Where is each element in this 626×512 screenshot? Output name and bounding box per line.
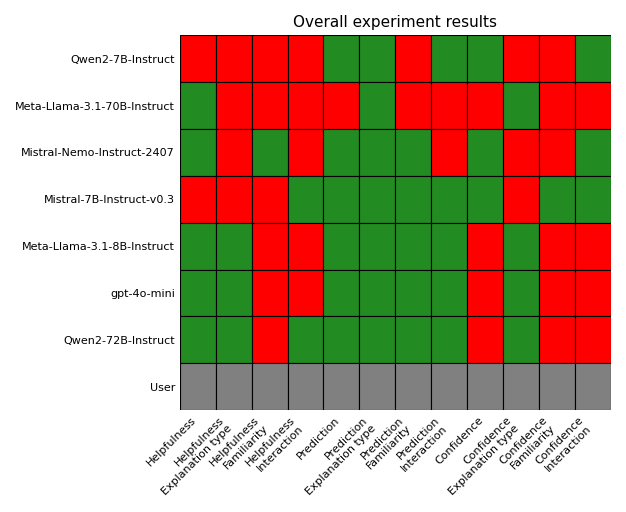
FancyBboxPatch shape — [431, 82, 467, 129]
FancyBboxPatch shape — [575, 364, 611, 410]
FancyBboxPatch shape — [216, 316, 252, 364]
FancyBboxPatch shape — [539, 82, 575, 129]
FancyBboxPatch shape — [396, 176, 431, 223]
FancyBboxPatch shape — [324, 223, 359, 270]
FancyBboxPatch shape — [467, 82, 503, 129]
FancyBboxPatch shape — [287, 223, 324, 270]
FancyBboxPatch shape — [431, 176, 467, 223]
FancyBboxPatch shape — [503, 270, 539, 316]
FancyBboxPatch shape — [287, 35, 324, 82]
FancyBboxPatch shape — [396, 316, 431, 364]
FancyBboxPatch shape — [216, 35, 252, 82]
FancyBboxPatch shape — [252, 364, 287, 410]
FancyBboxPatch shape — [359, 316, 396, 364]
FancyBboxPatch shape — [252, 129, 287, 176]
FancyBboxPatch shape — [503, 176, 539, 223]
FancyBboxPatch shape — [180, 364, 216, 410]
Title: Overall experiment results: Overall experiment results — [294, 15, 498, 30]
FancyBboxPatch shape — [252, 35, 287, 82]
FancyBboxPatch shape — [324, 82, 359, 129]
FancyBboxPatch shape — [287, 82, 324, 129]
FancyBboxPatch shape — [396, 35, 431, 82]
FancyBboxPatch shape — [324, 316, 359, 364]
FancyBboxPatch shape — [216, 82, 252, 129]
FancyBboxPatch shape — [287, 364, 324, 410]
FancyBboxPatch shape — [287, 176, 324, 223]
FancyBboxPatch shape — [324, 270, 359, 316]
FancyBboxPatch shape — [324, 129, 359, 176]
FancyBboxPatch shape — [575, 129, 611, 176]
FancyBboxPatch shape — [180, 316, 216, 364]
FancyBboxPatch shape — [216, 223, 252, 270]
FancyBboxPatch shape — [252, 270, 287, 316]
FancyBboxPatch shape — [431, 364, 467, 410]
FancyBboxPatch shape — [539, 316, 575, 364]
FancyBboxPatch shape — [252, 176, 287, 223]
FancyBboxPatch shape — [396, 223, 431, 270]
FancyBboxPatch shape — [467, 270, 503, 316]
FancyBboxPatch shape — [396, 364, 431, 410]
FancyBboxPatch shape — [431, 316, 467, 364]
FancyBboxPatch shape — [539, 176, 575, 223]
FancyBboxPatch shape — [359, 176, 396, 223]
FancyBboxPatch shape — [431, 270, 467, 316]
FancyBboxPatch shape — [216, 270, 252, 316]
FancyBboxPatch shape — [503, 223, 539, 270]
FancyBboxPatch shape — [575, 270, 611, 316]
FancyBboxPatch shape — [324, 35, 359, 82]
FancyBboxPatch shape — [575, 176, 611, 223]
FancyBboxPatch shape — [431, 129, 467, 176]
FancyBboxPatch shape — [467, 223, 503, 270]
FancyBboxPatch shape — [180, 176, 216, 223]
FancyBboxPatch shape — [324, 176, 359, 223]
FancyBboxPatch shape — [359, 364, 396, 410]
FancyBboxPatch shape — [396, 129, 431, 176]
FancyBboxPatch shape — [503, 129, 539, 176]
FancyBboxPatch shape — [252, 223, 287, 270]
FancyBboxPatch shape — [180, 223, 216, 270]
FancyBboxPatch shape — [575, 223, 611, 270]
FancyBboxPatch shape — [324, 364, 359, 410]
FancyBboxPatch shape — [216, 176, 252, 223]
FancyBboxPatch shape — [180, 35, 216, 82]
FancyBboxPatch shape — [467, 129, 503, 176]
FancyBboxPatch shape — [575, 35, 611, 82]
FancyBboxPatch shape — [359, 35, 396, 82]
FancyBboxPatch shape — [503, 364, 539, 410]
FancyBboxPatch shape — [252, 82, 287, 129]
FancyBboxPatch shape — [467, 316, 503, 364]
FancyBboxPatch shape — [359, 82, 396, 129]
FancyBboxPatch shape — [539, 270, 575, 316]
FancyBboxPatch shape — [575, 82, 611, 129]
FancyBboxPatch shape — [431, 223, 467, 270]
FancyBboxPatch shape — [503, 35, 539, 82]
FancyBboxPatch shape — [287, 270, 324, 316]
FancyBboxPatch shape — [216, 129, 252, 176]
FancyBboxPatch shape — [180, 270, 216, 316]
FancyBboxPatch shape — [359, 129, 396, 176]
FancyBboxPatch shape — [431, 35, 467, 82]
FancyBboxPatch shape — [396, 82, 431, 129]
FancyBboxPatch shape — [216, 364, 252, 410]
FancyBboxPatch shape — [575, 316, 611, 364]
FancyBboxPatch shape — [467, 364, 503, 410]
FancyBboxPatch shape — [287, 316, 324, 364]
FancyBboxPatch shape — [359, 270, 396, 316]
FancyBboxPatch shape — [252, 316, 287, 364]
FancyBboxPatch shape — [539, 129, 575, 176]
FancyBboxPatch shape — [539, 223, 575, 270]
FancyBboxPatch shape — [180, 82, 216, 129]
FancyBboxPatch shape — [180, 129, 216, 176]
FancyBboxPatch shape — [539, 35, 575, 82]
FancyBboxPatch shape — [539, 364, 575, 410]
FancyBboxPatch shape — [287, 129, 324, 176]
FancyBboxPatch shape — [467, 35, 503, 82]
FancyBboxPatch shape — [503, 82, 539, 129]
FancyBboxPatch shape — [359, 223, 396, 270]
FancyBboxPatch shape — [467, 176, 503, 223]
FancyBboxPatch shape — [503, 316, 539, 364]
FancyBboxPatch shape — [396, 270, 431, 316]
